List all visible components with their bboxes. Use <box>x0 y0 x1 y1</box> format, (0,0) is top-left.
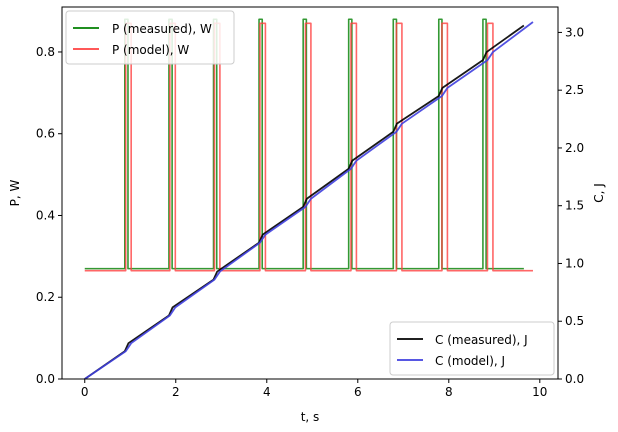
x-tick-label: 2 <box>172 385 180 399</box>
y-right-tick-label: 2.5 <box>565 83 584 97</box>
axes-frame <box>61 6 559 380</box>
x-tick-label: 4 <box>263 385 271 399</box>
y-right-tick-label: 3.0 <box>565 25 584 39</box>
y-right-tick-label: 0.5 <box>565 314 584 328</box>
legend-charge-measured-label: C (measured), J <box>435 333 528 347</box>
legend-power-model-label: P (model), W <box>112 43 189 57</box>
x-axis-ticks: 0 2 4 6 8 10 <box>81 379 547 399</box>
x-axis-label: t, s <box>301 410 320 424</box>
y-right-tick-label: 0.0 <box>565 372 584 386</box>
y-right-axis-label: C, J <box>592 183 606 203</box>
y-left-tick-label: 0.6 <box>36 127 55 141</box>
y-left-tick-label: 0.2 <box>36 290 55 304</box>
legend-power: P (measured), W P (model), W <box>65 10 235 65</box>
y-left-axis-ticks: 0.0 0.2 0.4 0.6 0.8 <box>36 45 62 386</box>
legend-power-frame <box>65 10 235 65</box>
x-tick-label: 10 <box>532 385 547 399</box>
legend-charge-model-label: C (model), J <box>435 354 505 368</box>
y-left-tick-label: 0.8 <box>36 45 55 59</box>
y-right-tick-label: 2.0 <box>565 141 584 155</box>
x-tick-label: 0 <box>81 385 89 399</box>
y-right-axis-ticks: 0.0 0.5 1.0 1.5 2.0 2.5 3.0 <box>558 25 584 386</box>
series-charge-measured <box>84 24 525 379</box>
y-right-tick-label: 1.5 <box>565 199 584 213</box>
y-left-tick-label: 0.0 <box>36 372 55 386</box>
x-tick-label: 8 <box>445 385 453 399</box>
x-tick-label: 6 <box>354 385 362 399</box>
plot-area <box>62 7 558 379</box>
y-left-tick-label: 0.4 <box>36 208 55 222</box>
legend-power-measured-label: P (measured), W <box>112 22 212 36</box>
y-left-axis-label: P, W <box>8 180 22 207</box>
axes-layer: 0 2 4 6 8 10 0.0 0.2 0.4 0.6 0.8 0.0 0.5 1.0 1.5 2.0 2… <box>36 6 584 399</box>
legend-charge-frame <box>389 321 555 376</box>
y-right-tick-label: 1.0 <box>565 256 584 270</box>
series-charge-model <box>84 21 534 379</box>
legend-charge: C (measured), J C (model), J <box>389 321 555 376</box>
